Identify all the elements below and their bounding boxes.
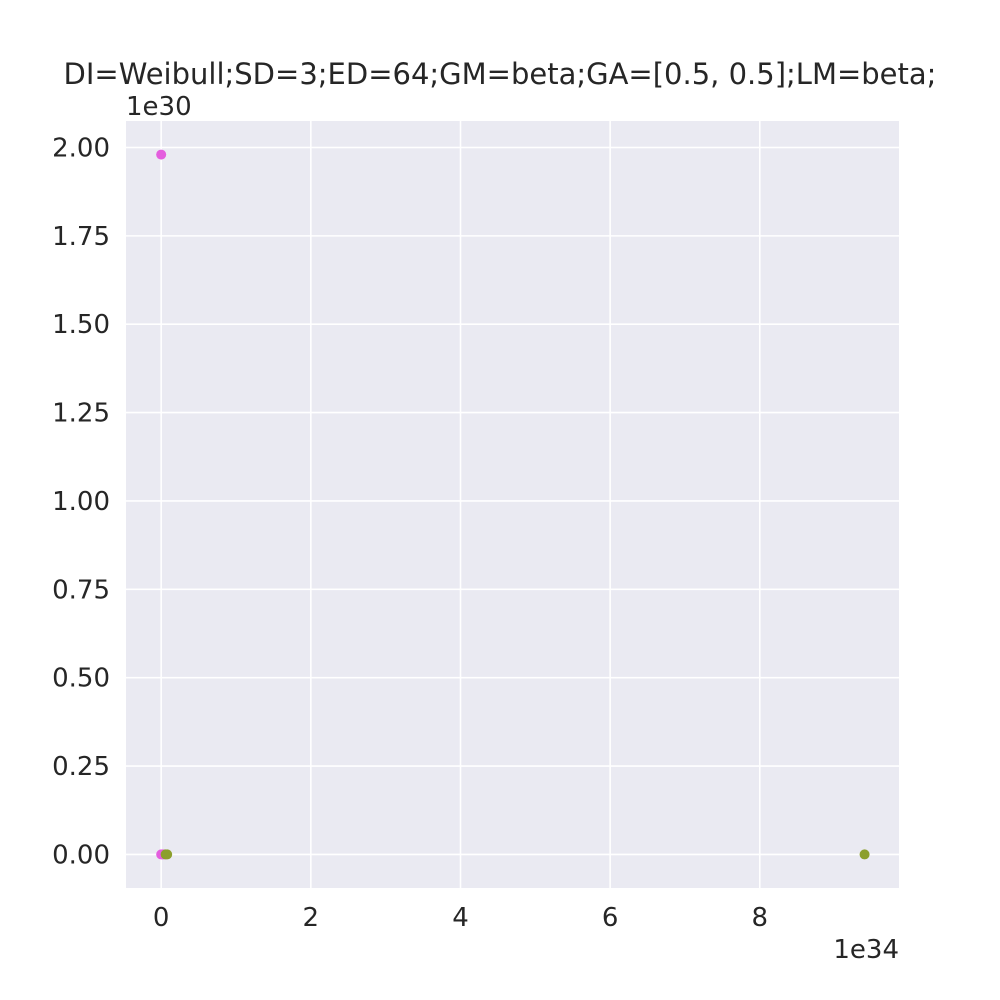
y-tick-label: 0.00 <box>52 840 110 870</box>
plot-area <box>126 121 899 888</box>
scatter-point <box>156 149 167 160</box>
scatter-point <box>859 849 870 860</box>
x-offset-label: 1e34 <box>833 935 899 965</box>
x-tick-label: 4 <box>452 903 469 933</box>
x-tick-label: 0 <box>153 903 170 933</box>
y-tick-label: 1.00 <box>52 487 110 517</box>
scatter-point <box>162 849 173 860</box>
y-tick-label: 0.75 <box>52 575 110 605</box>
y-tick-label: 2.00 <box>52 134 110 164</box>
x-tick-label: 6 <box>602 903 619 933</box>
y-axis: 0.00 0.25 0.50 0.75 1.00 1.25 1.50 1.75 2.00 <box>52 134 110 871</box>
scatter-points <box>156 149 870 860</box>
y-tick-label: 1.25 <box>52 399 110 429</box>
y-tick-label: 1.50 <box>52 310 110 340</box>
x-tick-label: 2 <box>303 903 320 933</box>
y-offset-label: 1e30 <box>126 92 192 122</box>
x-tick-label: 8 <box>752 903 769 933</box>
x-axis: 0 2 4 6 8 <box>153 903 768 933</box>
grid-lines <box>126 121 899 888</box>
y-tick-label: 0.50 <box>52 664 110 694</box>
chart-title: DI=Weibull;SD=3;ED=64;GM=beta;GA=[0.5, 0… <box>64 57 937 91</box>
y-tick-label: 0.25 <box>52 752 110 782</box>
y-tick-label: 1.75 <box>52 222 110 252</box>
